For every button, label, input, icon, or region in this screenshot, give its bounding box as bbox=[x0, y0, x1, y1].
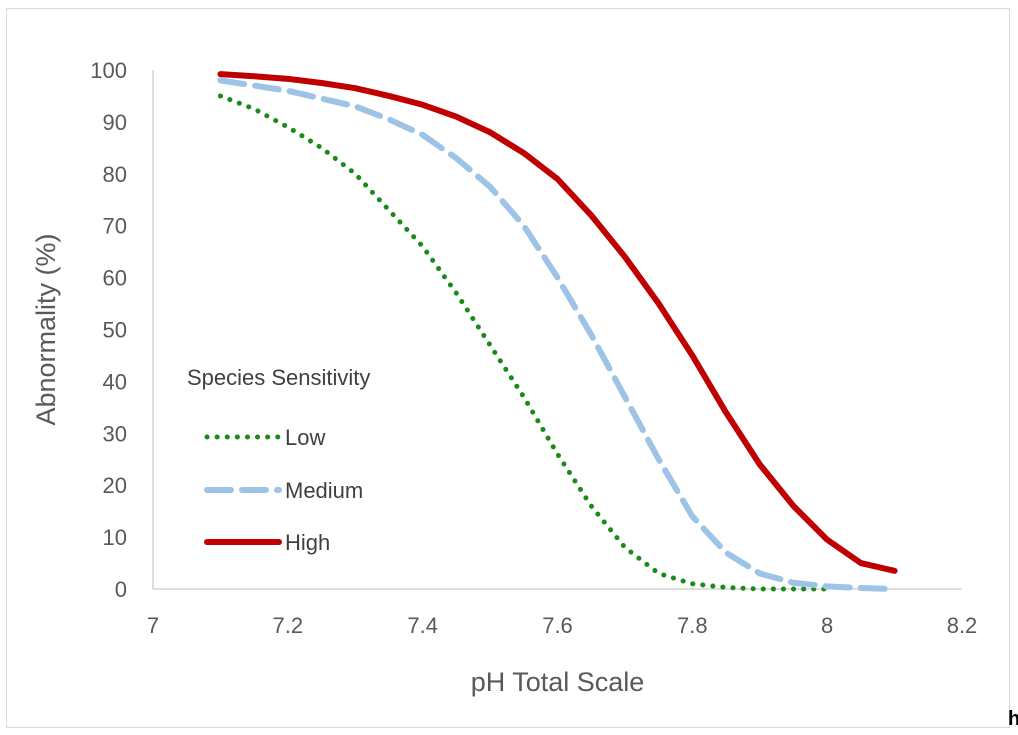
y-tick-label: 20 bbox=[103, 473, 127, 498]
x-tick-label: 8.2 bbox=[947, 613, 978, 638]
y-tick-label: 80 bbox=[103, 162, 127, 187]
x-tick-label: 7.6 bbox=[542, 613, 573, 638]
y-tick-label: 60 bbox=[103, 266, 127, 291]
legend-title: Species Sensitivity bbox=[187, 365, 370, 390]
x-tick-label: 8 bbox=[821, 613, 833, 638]
x-tick-label: 7 bbox=[147, 613, 159, 638]
x-tick-label: 7.4 bbox=[407, 613, 438, 638]
chart-frame: 0 10 20 30 40 50 60 70 80 90 100 7 7.2 7.4 7.6 7.8 8 8.2 p… bbox=[6, 8, 1010, 728]
x-tick-label: 7.2 bbox=[273, 613, 304, 638]
y-tick-label: 40 bbox=[103, 369, 127, 394]
y-tick-label: 0 bbox=[115, 577, 127, 602]
legend-label-low: Low bbox=[285, 425, 325, 450]
legend-label-medium: Medium bbox=[285, 478, 363, 503]
y-tick-label: 70 bbox=[103, 214, 127, 239]
y-tick-label: 10 bbox=[103, 525, 127, 550]
line-chart: 0 10 20 30 40 50 60 70 80 90 100 7 7.2 7.4 7.6 7.8 8 8.2 p… bbox=[31, 58, 978, 697]
y-tick-label: 50 bbox=[103, 318, 127, 343]
x-tick-label: 7.8 bbox=[677, 613, 708, 638]
series-line-low bbox=[217, 93, 830, 592]
series-line-medium bbox=[217, 77, 898, 592]
corner-text: h bbox=[1008, 708, 1018, 730]
series-line-high bbox=[217, 71, 898, 574]
legend-label-high: High bbox=[285, 530, 330, 555]
y-tick-label: 90 bbox=[103, 110, 127, 135]
y-tick-label: 30 bbox=[103, 421, 127, 446]
y-tick-label: 100 bbox=[90, 58, 127, 83]
y-axis-title: Abnormality (%) bbox=[31, 233, 61, 425]
x-axis-title: pH Total Scale bbox=[471, 667, 645, 697]
